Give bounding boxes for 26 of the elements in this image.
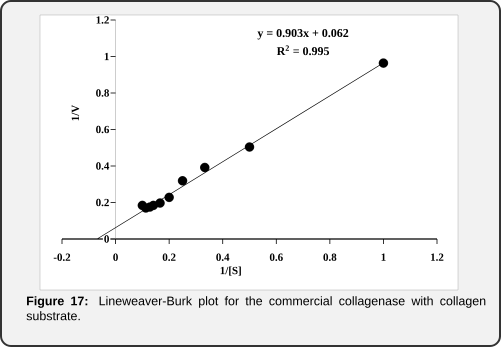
annotation: R$^{2}$ = 0.995: [276, 45, 330, 56]
x-tick-label: 1.2: [431, 254, 444, 261]
x-tick-label: 0.2: [162, 254, 176, 261]
point: [200, 162, 210, 172]
x-tick-label: 0: [113, 254, 118, 261]
y-axis-title: 1/V: [72, 104, 80, 120]
y-tick-label: 0: [104, 235, 109, 243]
point: [244, 142, 254, 152]
y-tick-label: 0.4: [96, 162, 110, 170]
point: [378, 58, 388, 68]
x-tick-label: 1: [382, 254, 386, 261]
y-tick-label: 1: [104, 52, 109, 60]
y-tick-label: 1.2: [96, 16, 109, 24]
point: [178, 176, 188, 186]
x-tick-label: 0.6: [270, 254, 283, 261]
x-axis-title: 1/[S]: [220, 266, 241, 276]
text: Figure 17: Lineweaver-Burk plot for the commercial collagenase with collagen substrate.: [26, 296, 486, 320]
y-tick-label: 0.8: [96, 89, 110, 97]
x-tick-label: -0.2: [54, 254, 70, 261]
y-tick-label: 0.2: [96, 198, 109, 206]
x-tick-label: 0.8: [323, 254, 336, 261]
y-tick-label: 0.6: [96, 126, 110, 134]
point: [164, 192, 174, 202]
annotation: y = 0.903x + 0.062: [258, 28, 348, 40]
x-tick-label: 0.4: [216, 254, 230, 261]
point: [155, 198, 165, 208]
